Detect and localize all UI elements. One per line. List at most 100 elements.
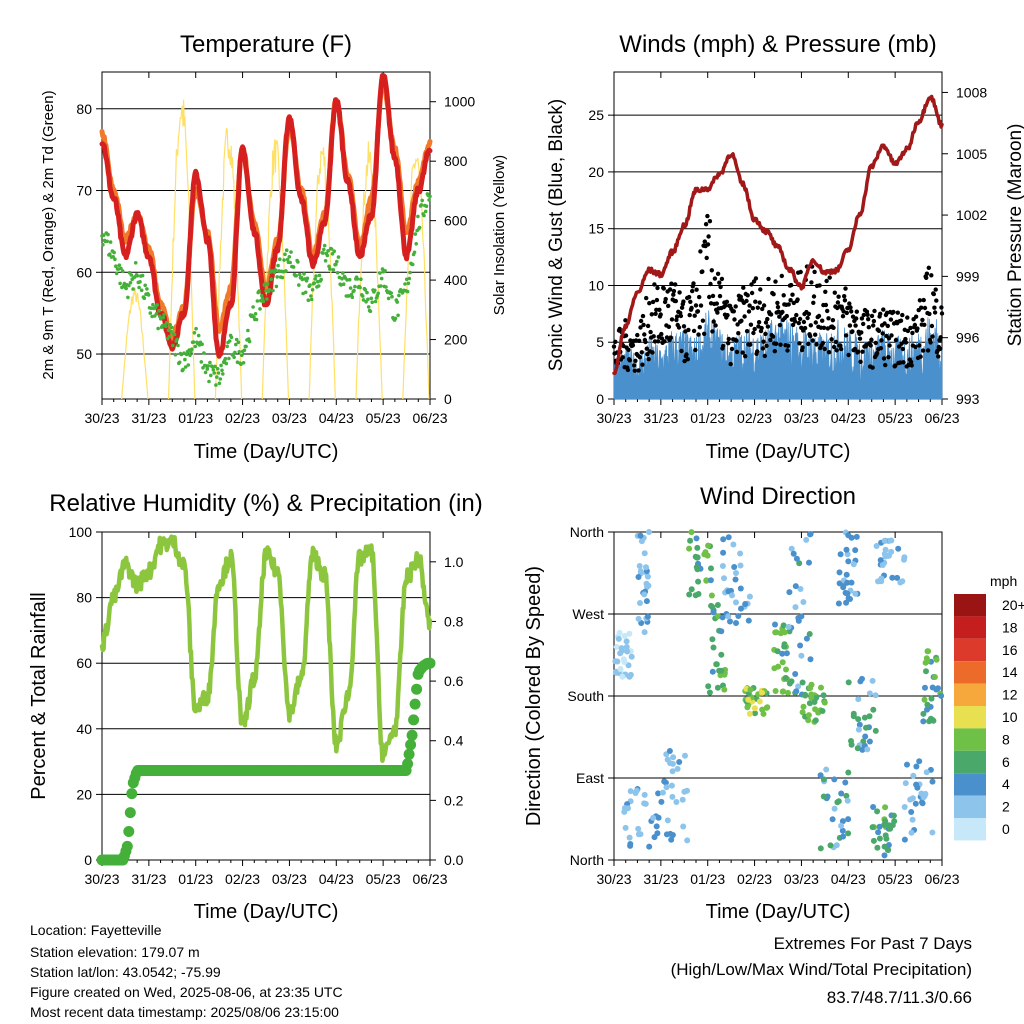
x-tick-label: 05/23 (878, 410, 913, 426)
dewpoint-point (413, 232, 418, 236)
direction-point (709, 668, 716, 675)
direction-point (821, 699, 828, 706)
direction-point (904, 761, 910, 768)
direction-point (805, 712, 812, 719)
dewpoint-point (170, 325, 174, 330)
relative-humidity-series (99, 534, 433, 763)
gust-point (761, 303, 767, 308)
direction-point (693, 535, 700, 542)
gust-point (617, 326, 622, 332)
direction-point (923, 769, 930, 776)
y-right-tick-label: 0.4 (444, 733, 464, 749)
gust-point (762, 353, 767, 359)
direction-point (725, 613, 732, 620)
gust-point (652, 339, 658, 344)
y-right-tick-label: 0.2 (444, 792, 464, 808)
dewpoint-point (232, 355, 236, 360)
direction-point (920, 710, 927, 717)
direction-point (820, 692, 827, 699)
direction-point (721, 686, 728, 693)
direction-point (713, 661, 720, 668)
direction-point (820, 793, 827, 800)
gust-point (937, 346, 943, 352)
gust-point (658, 312, 663, 317)
precip-point (424, 657, 436, 669)
dewpoint-point (169, 329, 173, 334)
y-tick-label: 80 (76, 590, 92, 606)
extremes-subtitle: (High/Low/Max Wind/Total Precipitation) (670, 960, 972, 979)
gust-point (694, 287, 699, 292)
direction-point (644, 573, 651, 580)
direction-point (795, 683, 802, 690)
gust-point (633, 358, 638, 363)
direction-point (725, 534, 732, 541)
dewpoint-point (414, 242, 419, 246)
extremes-values: 83.7/48.7/11.3/0.66 (826, 988, 972, 1007)
gust-point (930, 334, 935, 339)
gust-point (686, 327, 691, 333)
gust-point (893, 363, 898, 368)
direction-point (668, 836, 675, 843)
direction-point (928, 695, 935, 702)
gust-point (690, 288, 695, 294)
gust-point (751, 330, 756, 336)
colorbar-swatch (954, 773, 986, 796)
dewpoint-point (271, 288, 275, 293)
direction-point (725, 588, 732, 595)
dewpoint-point (297, 283, 301, 287)
y-right-tick-label: 400 (444, 272, 468, 288)
dewpoint-point (237, 350, 241, 354)
direction-point (839, 827, 846, 834)
dewpoint-point (310, 288, 315, 292)
direction-point (797, 642, 804, 649)
direction-point (850, 713, 857, 720)
gust-point (816, 313, 822, 319)
direction-point (877, 557, 884, 564)
colorbar-swatch (954, 638, 986, 662)
gust-point (724, 299, 730, 304)
direction-point (837, 551, 844, 558)
gust-point (886, 336, 892, 341)
gust-point (836, 294, 841, 299)
direction-point (840, 584, 847, 591)
direction-point (909, 816, 916, 823)
gust-point (713, 323, 718, 328)
direction-point (707, 577, 714, 584)
gust-point (789, 282, 794, 288)
dewpoint-point (214, 383, 218, 387)
direction-point (901, 836, 908, 843)
precip-point (405, 739, 417, 751)
direction-point (818, 684, 824, 691)
direction-point (885, 847, 892, 853)
direction-point (847, 596, 853, 602)
dewpoint-point (288, 260, 293, 265)
gust-point (939, 311, 945, 316)
gust-point (667, 287, 673, 292)
gust-point (908, 359, 914, 365)
direction-point (798, 652, 805, 659)
gust-point (681, 324, 687, 329)
gust-point (747, 303, 752, 308)
direction-point (882, 553, 889, 560)
gust-point (915, 326, 920, 331)
dewpoint-point (129, 273, 134, 277)
dewpoint-point (376, 291, 381, 296)
station-latlon: Station lat/lon: 43.0542; -75.99 (30, 964, 221, 980)
direction-point (845, 769, 852, 776)
gust-point (764, 343, 769, 348)
gust-point (903, 340, 909, 345)
x-tick-label: 03/23 (784, 410, 819, 426)
direction-point (842, 779, 849, 786)
dewpoint-point (267, 288, 272, 292)
gust-point (881, 356, 887, 361)
direction-point (913, 781, 920, 788)
gust-point (895, 310, 900, 315)
precip-point (406, 729, 418, 741)
gust-point (896, 344, 902, 349)
direction-point (641, 550, 648, 557)
direction-point (820, 776, 827, 783)
gust-point (674, 314, 680, 319)
direction-point (891, 818, 898, 825)
dewpoint-point (330, 252, 335, 256)
dewpoint-point (234, 337, 239, 342)
